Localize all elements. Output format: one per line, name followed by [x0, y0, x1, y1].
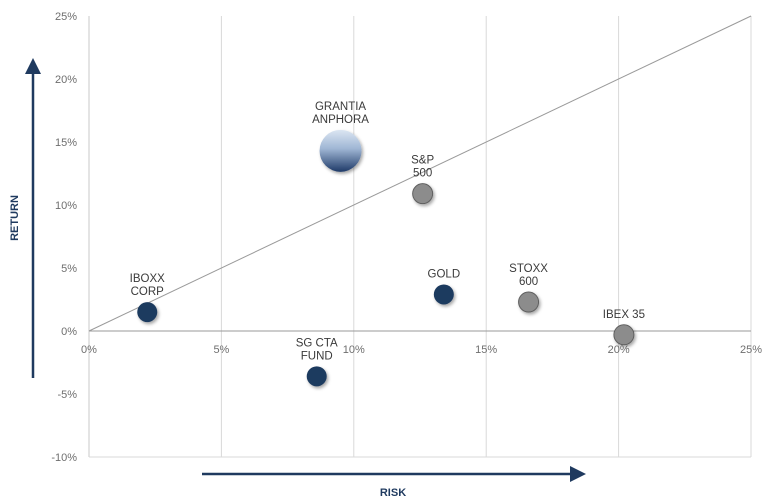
reference-diagonal-line — [88, 15, 752, 332]
x-tick-label: 15% — [475, 344, 497, 356]
data-point-marker — [306, 366, 327, 387]
data-point-marker — [613, 324, 635, 346]
axes — [88, 16, 751, 458]
data-point-label: 500 — [413, 168, 432, 180]
data-point-marker — [319, 129, 362, 172]
data-point-label: STOXX — [509, 263, 548, 275]
x-tick-label: 5% — [213, 344, 229, 356]
data-point-label: FUND — [301, 350, 333, 362]
x-axis-arrow — [202, 466, 586, 482]
y-axis-title: RETURN — [9, 195, 21, 241]
data-point-label: S&P — [411, 155, 434, 167]
y-tick-label: -10% — [51, 452, 77, 464]
data-point: GOLD — [428, 268, 461, 305]
y-tick-label: 25% — [55, 11, 77, 23]
data-point-marker — [433, 284, 454, 305]
data-point-label: CORP — [131, 286, 165, 298]
tick-labels: 0% 5% 10% 15% 20% 25% 25% 20% 15% 10% 5% 0% -5% -10% — [51, 11, 762, 464]
x-tick-label: 25% — [740, 344, 762, 356]
data-point-label: GRANTIA — [315, 101, 366, 113]
grid — [220, 16, 752, 457]
data-point-label: 600 — [519, 276, 538, 288]
data-point-label: SG CTA — [296, 337, 338, 349]
data-point-marker — [518, 291, 540, 313]
x-tick-label: 0% — [81, 344, 97, 356]
x-tick-label: 20% — [608, 344, 630, 356]
y-axis-arrow — [25, 58, 41, 378]
y-tick-label: 5% — [61, 263, 77, 275]
y-tick-label: 20% — [55, 74, 77, 86]
data-point-label: IBOXX — [130, 273, 165, 285]
data-point-marker — [412, 183, 434, 205]
x-axis-title: RISK — [380, 487, 406, 499]
data-point-label: GOLD — [428, 268, 461, 280]
y-tick-label: 0% — [61, 326, 77, 338]
x-tick-label: 10% — [343, 344, 365, 356]
data-point-label: IBEX 35 — [603, 309, 645, 321]
y-tick-label: 15% — [55, 137, 77, 149]
y-tick-label: 10% — [55, 200, 77, 212]
data-point-marker — [137, 302, 158, 323]
data-point: IBEX 35 — [603, 309, 645, 346]
data-point-label: ANPHORA — [312, 114, 369, 126]
y-tick-label: -5% — [57, 389, 77, 401]
